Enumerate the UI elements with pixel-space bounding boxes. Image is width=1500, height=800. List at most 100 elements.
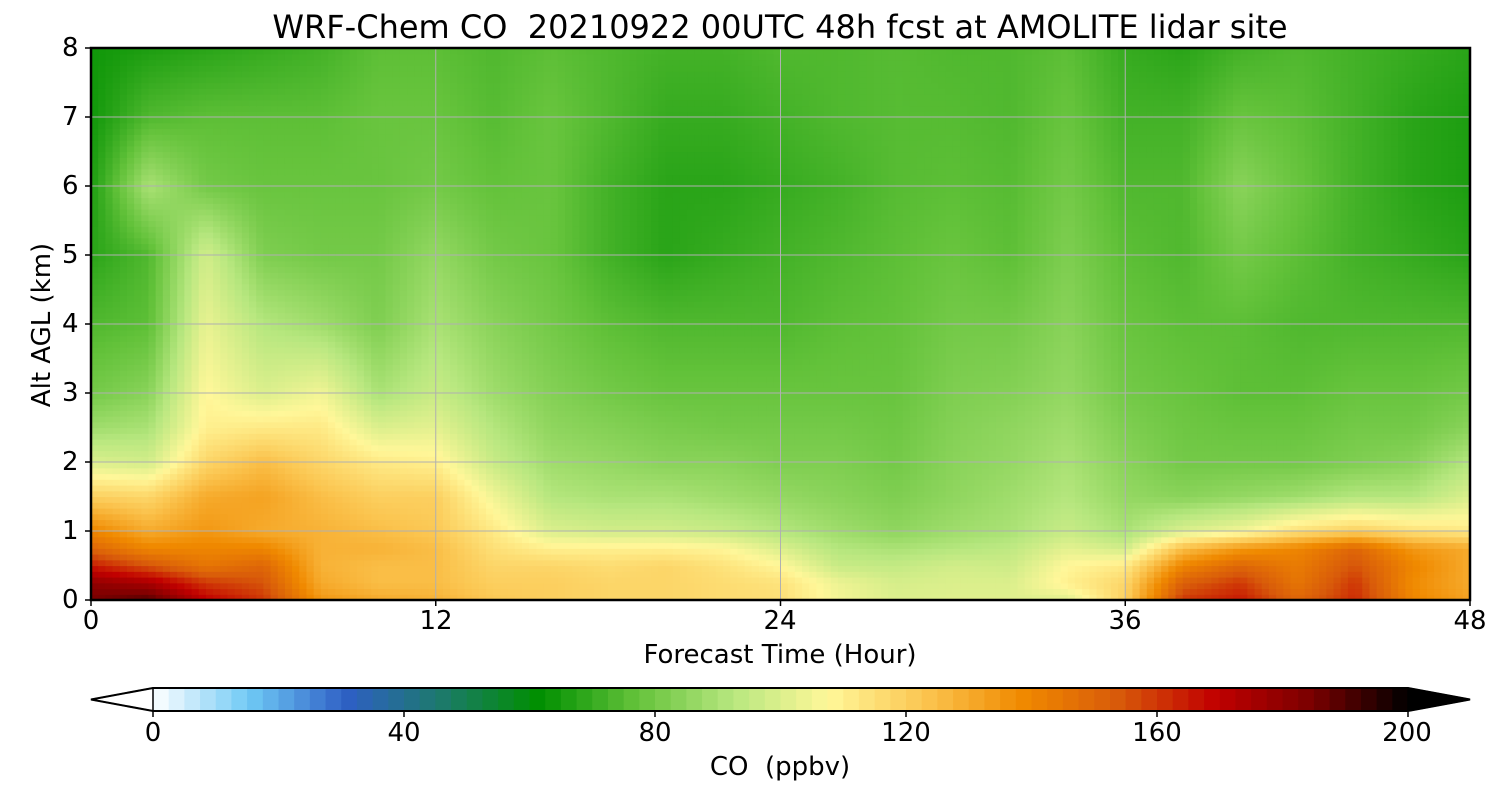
contour-cell [1132, 566, 1140, 572]
contour-cell [1183, 548, 1191, 554]
contour-cell [1140, 531, 1148, 537]
contour-cell [630, 577, 638, 583]
contour-cell [1305, 589, 1313, 595]
contour-cell [378, 589, 386, 595]
contour-cell [1010, 560, 1018, 566]
contour-cell [1369, 589, 1377, 595]
contour-cell [1226, 571, 1234, 577]
contour-cell [1269, 583, 1277, 589]
contour-cell [543, 577, 551, 583]
contour-cell [1384, 543, 1392, 549]
contour-cell [529, 571, 537, 577]
contour-cell [1398, 520, 1406, 526]
contour-cell [1154, 520, 1162, 526]
contour-cell [587, 543, 595, 549]
contour-cell [1032, 583, 1040, 589]
contour-cell [716, 577, 724, 583]
contour-cell [1391, 520, 1399, 526]
contour-cell [1255, 583, 1263, 589]
contour-cell [543, 571, 551, 577]
contour-cell [170, 566, 178, 572]
contour-cell [1405, 548, 1413, 554]
contour-cell [1046, 543, 1054, 549]
contour-cell [357, 520, 365, 526]
contour-cell [522, 554, 530, 560]
contour-cell [788, 520, 796, 526]
contour-cell [364, 520, 372, 526]
contour-cell [1176, 531, 1184, 537]
contour-cell [500, 566, 508, 572]
contour-cell [1111, 548, 1119, 554]
contour-cell [1032, 571, 1040, 577]
contour-cell [486, 548, 494, 554]
contour-cell [1053, 577, 1061, 583]
contour-cell [1176, 577, 1184, 583]
contour-cell [1161, 554, 1169, 560]
contour-cell [263, 560, 271, 566]
contour-cell [184, 566, 192, 572]
contour-cell [1448, 566, 1456, 572]
contour-cell [1420, 543, 1428, 549]
contour-cell [192, 589, 200, 595]
contour-cell [1334, 566, 1342, 572]
contour-cell [1240, 537, 1248, 543]
contour-cell [752, 583, 760, 589]
contour-cell [1053, 589, 1061, 595]
contour-cell [1233, 566, 1241, 572]
contour-cell [622, 566, 630, 572]
contour-cell [192, 548, 200, 554]
contour-cell [946, 554, 954, 560]
contour-cell [737, 537, 745, 543]
contour-cell [184, 537, 192, 543]
contour-cell [1298, 583, 1306, 589]
contour-cell [895, 560, 903, 566]
contour-cell [1369, 560, 1377, 566]
contour-cell [658, 571, 666, 577]
contour-cell [543, 548, 551, 554]
contour-cell [630, 560, 638, 566]
contour-cell [529, 560, 537, 566]
contour-cell [314, 543, 322, 549]
contour-cell [572, 560, 580, 566]
contour-cell [220, 583, 228, 589]
contour-cell [385, 560, 393, 566]
contour-cell [752, 548, 760, 554]
contour-cell [235, 560, 243, 566]
contour-cell [493, 548, 501, 554]
contour-cell [271, 589, 279, 595]
contour-cell [429, 566, 437, 572]
contour-cell [1377, 560, 1385, 566]
contour-cell [1219, 543, 1227, 549]
contour-cell [242, 571, 250, 577]
contour-cell [350, 531, 358, 537]
contour-cell [1104, 520, 1112, 526]
contour-cell [1118, 554, 1126, 560]
contour-cell [464, 560, 472, 566]
contour-cell [594, 537, 602, 543]
contour-cell [1319, 577, 1327, 583]
contour-cell [1247, 537, 1255, 543]
contour-cell [1125, 571, 1133, 577]
contour-cell [1413, 531, 1421, 537]
contour-cell [903, 548, 911, 554]
contour-cell [967, 548, 975, 554]
contour-cell [802, 543, 810, 549]
contour-cell [1276, 583, 1284, 589]
contour-cell [1025, 577, 1033, 583]
contour-cell [98, 543, 106, 549]
contour-cell [1334, 560, 1342, 566]
contour-cell [1341, 566, 1349, 572]
contour-cell [472, 520, 480, 526]
contour-cell [1276, 577, 1284, 583]
contour-cell [1032, 520, 1040, 526]
contour-cell [493, 531, 501, 537]
contour-cell [350, 537, 358, 543]
contour-cell [1448, 548, 1456, 554]
contour-cell [299, 560, 307, 566]
contour-cell [98, 583, 106, 589]
contour-cell [752, 560, 760, 566]
contour-cell [1032, 537, 1040, 543]
contour-cell [1190, 537, 1198, 543]
contour-cell [543, 560, 551, 566]
contour-cell [572, 520, 580, 526]
